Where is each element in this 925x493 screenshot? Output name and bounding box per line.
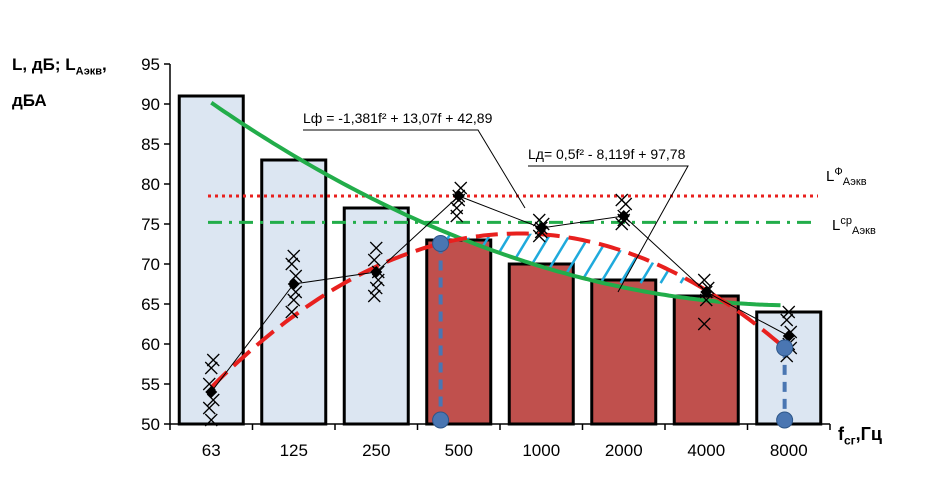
level-fact-main: L bbox=[826, 168, 835, 185]
axes-layer: 95 90 85 80 75 70 65 60 55 50 63 125 250 500 1000 2000 4… bbox=[141, 55, 831, 460]
bar-8000 bbox=[755, 310, 823, 426]
scatter-point bbox=[369, 241, 383, 255]
x-tick-label-63: 63 bbox=[202, 441, 221, 460]
x-tick-label-4000: 4000 bbox=[687, 441, 725, 460]
level-mean-sup: ср bbox=[840, 215, 852, 227]
y-tick-label-50: 50 bbox=[141, 415, 160, 434]
bar-4000 bbox=[672, 294, 740, 426]
equation-fact-leader bbox=[303, 129, 526, 209]
intersection-bottom-2 bbox=[776, 411, 794, 429]
bar-125 bbox=[260, 158, 328, 426]
hatch-line bbox=[739, 230, 785, 284]
intersection-bottom-1 bbox=[432, 411, 450, 429]
hatch-line bbox=[901, 184, 925, 283]
intersection-top-2 bbox=[776, 339, 794, 357]
hatch-line bbox=[921, 184, 925, 283]
mean-point-250 bbox=[370, 266, 383, 278]
bar-1000 bbox=[507, 262, 575, 426]
level-mean-main: L bbox=[832, 217, 841, 234]
lines-layer bbox=[208, 101, 818, 420]
scatter-point bbox=[204, 361, 218, 375]
bars-layer bbox=[177, 94, 823, 426]
scatter-point bbox=[204, 413, 218, 427]
scatter-point bbox=[782, 305, 796, 319]
scatter-point bbox=[285, 305, 299, 319]
x-tick-label-500: 500 bbox=[445, 441, 473, 460]
scatter-point bbox=[367, 289, 381, 303]
hatch-line bbox=[759, 230, 785, 284]
equation-fact: Lф = -1,381f² + 13,07f + 42,89 bbox=[303, 110, 493, 126]
y-label-main: L, дБ; L bbox=[12, 55, 76, 74]
x-axis-label: fсг,Гц bbox=[838, 424, 882, 448]
mean-point-4000 bbox=[700, 286, 713, 298]
x-tick-label-8000: 8000 bbox=[770, 441, 808, 460]
mean-point-8000 bbox=[782, 330, 795, 342]
hatch-line bbox=[41, 184, 101, 283]
hatch-line bbox=[639, 230, 702, 284]
y-label-sub: Аэкв bbox=[75, 65, 103, 78]
x-tick-label-125: 125 bbox=[280, 441, 308, 460]
hatch-line bbox=[679, 230, 742, 284]
equation-norm: Lд= 0,5f² - 8,119f + 97,78 bbox=[528, 146, 686, 162]
level-fact-sup: Ф bbox=[834, 166, 843, 178]
hatch-line bbox=[699, 230, 762, 284]
y-tick-label-80: 80 bbox=[141, 175, 160, 194]
level-fact-sub: Аэкв bbox=[842, 176, 867, 188]
x-tick-label-250: 250 bbox=[362, 441, 390, 460]
scatter-point bbox=[450, 201, 464, 215]
y-axis-label: L, дБ; LАэкв, дБА bbox=[12, 50, 107, 116]
mean-point-500 bbox=[452, 190, 465, 202]
hatch-line bbox=[881, 184, 925, 283]
hatch-line bbox=[61, 184, 121, 283]
bar-250 bbox=[342, 206, 410, 426]
x-label-sub: сг bbox=[844, 433, 856, 448]
mean-point-125 bbox=[287, 278, 300, 290]
scatter-point bbox=[206, 353, 220, 367]
mean-point-1000 bbox=[535, 222, 548, 234]
scatter-point bbox=[285, 257, 299, 271]
scatter-point bbox=[780, 313, 794, 327]
points-layer bbox=[202, 181, 798, 429]
y-tick-label-85: 85 bbox=[141, 135, 160, 154]
scatter-point bbox=[202, 401, 216, 415]
intersection-top-1 bbox=[432, 235, 450, 253]
mean-point-63 bbox=[205, 386, 218, 398]
bar-500 bbox=[425, 238, 493, 426]
bar-2000 bbox=[590, 278, 658, 426]
scatter-point bbox=[287, 293, 301, 307]
level-mean-sub: Аэкв bbox=[851, 225, 876, 237]
scatter-point bbox=[697, 317, 711, 331]
x-label-main: f bbox=[838, 424, 844, 444]
mean-series-line bbox=[210, 195, 789, 393]
y-tick-label-70: 70 bbox=[141, 255, 160, 274]
bar-63 bbox=[177, 94, 245, 426]
scatter-point bbox=[287, 249, 301, 263]
y-tick-label-75: 75 bbox=[141, 215, 160, 234]
scatter-point bbox=[697, 273, 711, 287]
label-level-fact: LФАэкв bbox=[826, 166, 867, 188]
scatter-point bbox=[369, 281, 383, 295]
y-label-unit: дБА bbox=[12, 91, 47, 111]
x-tick-label-2000: 2000 bbox=[605, 441, 643, 460]
label-level-mean: LсрАэкв bbox=[832, 215, 876, 237]
y-tick-label-90: 90 bbox=[141, 95, 160, 114]
y-tick-label-60: 60 bbox=[141, 335, 160, 354]
x-tick-label-1000: 1000 bbox=[522, 441, 560, 460]
fit-norm-curve bbox=[210, 101, 781, 308]
scatter-point bbox=[367, 253, 381, 267]
y-tick-label-95: 95 bbox=[141, 55, 160, 74]
hatch-line bbox=[81, 184, 141, 283]
y-tick-label-65: 65 bbox=[141, 295, 160, 314]
equation-norm-leader bbox=[528, 165, 689, 293]
fit-fact-curve bbox=[209, 231, 791, 389]
x-label-tail: ,Гц bbox=[855, 424, 882, 444]
scatter-point bbox=[615, 193, 629, 207]
y-label-tail: , bbox=[102, 55, 107, 74]
mean-point-2000 bbox=[617, 210, 630, 222]
y-tick-label-55: 55 bbox=[141, 375, 160, 394]
hatch-line bbox=[719, 230, 782, 284]
